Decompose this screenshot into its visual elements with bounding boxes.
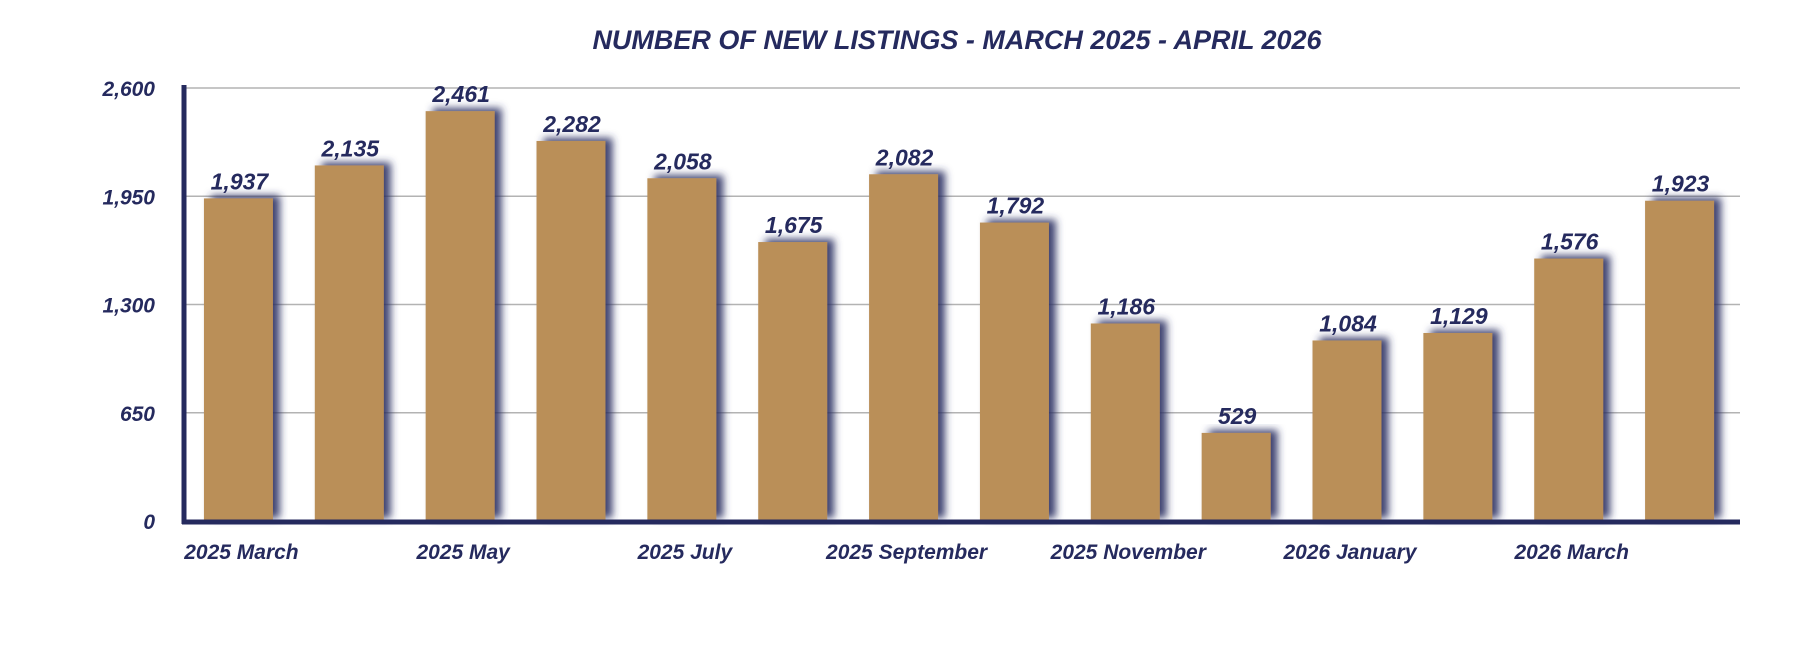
data-label: 2,282 (542, 111, 601, 137)
data-label: 1,792 (987, 193, 1045, 219)
data-label: 2,082 (875, 144, 934, 170)
bar (647, 178, 716, 521)
bar (869, 174, 938, 521)
gridlines (184, 88, 1740, 413)
y-tick-label: 2,600 (101, 78, 155, 101)
bar (426, 111, 495, 521)
bar (1313, 340, 1382, 521)
data-label: 1,937 (211, 168, 270, 194)
bar (1202, 433, 1271, 521)
data-label: 1,186 (1098, 293, 1156, 319)
bar (758, 242, 827, 521)
bar (1534, 259, 1603, 521)
chart-title: NUMBER OF NEW LISTINGS - MARCH 2025 - AP… (592, 25, 1322, 55)
y-tick-label: 1,300 (102, 295, 155, 318)
bar (1091, 323, 1160, 521)
x-tick-label: 2026 January (1282, 541, 1417, 564)
data-label: 529 (1218, 403, 1257, 429)
bar (980, 223, 1049, 521)
y-tick-label: 650 (120, 403, 155, 426)
y-tick-label: 0 (143, 511, 155, 534)
data-label: 1,576 (1541, 229, 1599, 255)
bar (204, 198, 273, 521)
data-label: 1,675 (765, 212, 824, 238)
data-label: 1,129 (1430, 303, 1488, 329)
data-label: 2,135 (321, 135, 381, 161)
x-tick-label: 2025 March (183, 541, 298, 564)
data-label: 2,058 (653, 148, 712, 174)
bar (315, 165, 384, 521)
x-axis-tick-labels: 2025 March 2025 May 2025 July 2025 Septembe… (183, 541, 1629, 564)
bar (1645, 201, 1714, 521)
x-tick-label: 2025 July (637, 541, 734, 564)
y-tick-label: 1,950 (102, 186, 155, 209)
x-tick-label: 2025 September (825, 541, 989, 564)
x-tick-label: 2025 May (415, 541, 511, 564)
x-tick-label: 2026 March (1514, 541, 1629, 564)
data-label: 1,923 (1652, 171, 1710, 197)
data-label: 1,084 (1319, 310, 1377, 336)
bar (537, 141, 606, 521)
x-tick-label: 2025 November (1050, 541, 1208, 564)
data-label: 2,461 (431, 81, 490, 107)
y-axis-tick-labels: 0 650 1,300 1,950 2,600 (101, 78, 155, 534)
bar (1423, 333, 1492, 521)
